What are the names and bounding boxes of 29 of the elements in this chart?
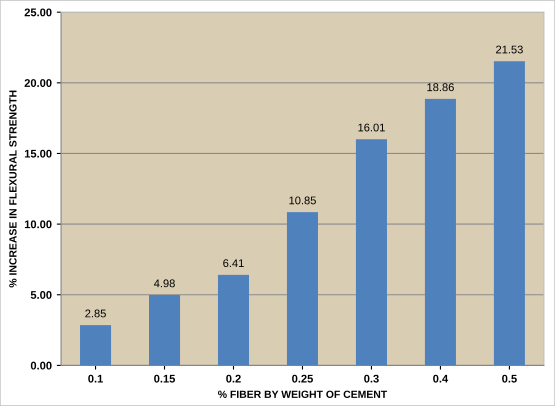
data-label: 2.85 [85, 310, 106, 318]
data-label: 4.98 [154, 279, 175, 288]
y-tick-label: 25.00 [24, 8, 52, 16]
y-axis-title: % INCREASE IN FLEXURAL STRENGTH [9, 90, 17, 288]
x-tick-label: 0.4 [433, 374, 448, 383]
x-tick-label: 0.15 [154, 374, 176, 383]
bar [356, 139, 387, 366]
bar [286, 212, 318, 366]
data-label: 10.85 [289, 196, 316, 204]
x-tick-label: 0.5 [502, 374, 517, 383]
y-tick-label: 20.00 [24, 79, 52, 87]
bar [149, 295, 180, 366]
y-tick-label: 0.00 [30, 362, 52, 370]
y-tick-label: 5.00 [30, 291, 52, 299]
x-tick-label: 0.2 [226, 374, 241, 383]
x-tick-label: 0.25 [292, 374, 313, 383]
data-label: 16.01 [358, 124, 385, 132]
bar [424, 98, 456, 366]
x-tick-label: 0.1 [88, 374, 103, 383]
x-tick-label: 0.3 [364, 374, 379, 383]
bar [80, 325, 112, 366]
bar [218, 274, 250, 366]
data-label: 21.53 [496, 46, 523, 54]
data-label: 18.86 [427, 83, 454, 92]
x-axis-title: % FIBER BY WEIGHT OF CEMENT [218, 390, 388, 398]
data-label: 6.41 [223, 259, 244, 268]
bar [494, 61, 525, 366]
y-tick-label: 15.00 [24, 150, 52, 158]
y-tick-label: 10.00 [24, 220, 52, 228]
